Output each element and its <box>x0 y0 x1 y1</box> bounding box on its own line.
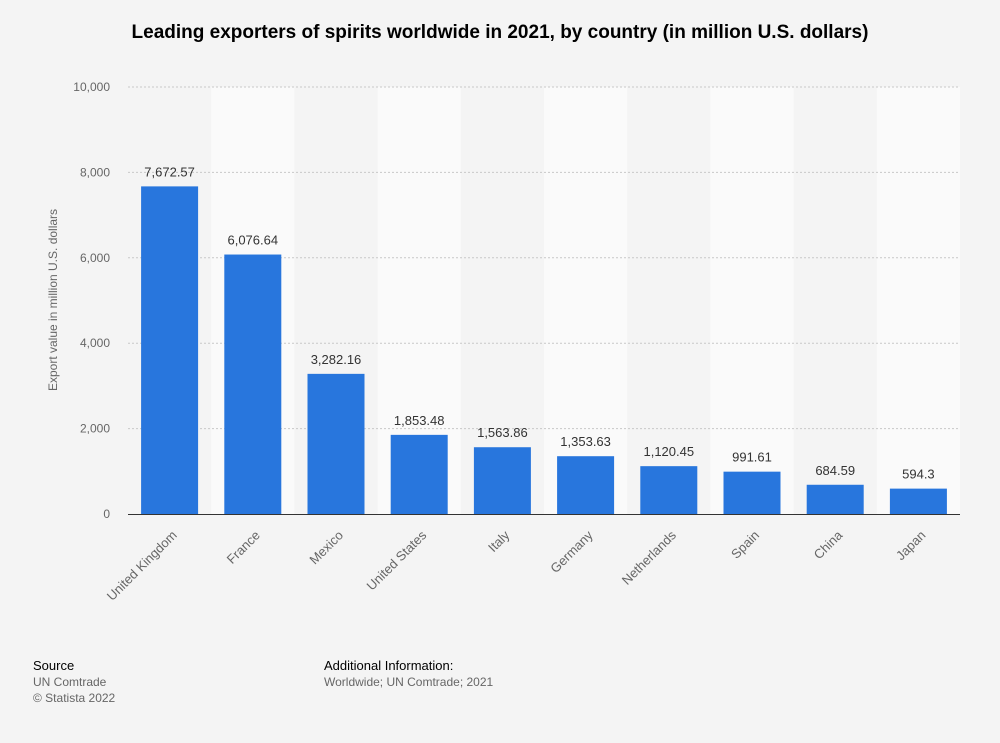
value-label: 684.59 <box>815 463 855 478</box>
copyright-line: © Statista 2022 <box>33 691 116 705</box>
x-tick-label: China <box>811 527 846 562</box>
value-label: 7,672.57 <box>144 164 195 179</box>
x-axis-ticks: United Kingdom France Mexico United States I… <box>104 527 929 604</box>
additional-info-text: Worldwide; UN Comtrade; 2021 <box>324 675 494 689</box>
value-label: 1,563.86 <box>477 425 528 440</box>
value-label: 6,076.64 <box>227 233 278 248</box>
gridlines <box>128 86 960 430</box>
y-tick-label: 2,000 <box>80 422 110 436</box>
x-tick-label: France <box>224 528 263 567</box>
y-tick-label: 0 <box>103 507 110 521</box>
source-heading: Source <box>33 658 75 673</box>
value-label: 3,282.16 <box>311 352 362 367</box>
value-label: 1,353.63 <box>560 434 611 449</box>
category-band <box>876 87 960 514</box>
category-band <box>710 87 794 514</box>
x-tick-label: Germany <box>547 527 596 576</box>
value-label: 1,120.45 <box>643 444 694 459</box>
bar[interactable] <box>390 434 448 514</box>
x-tick-label: United States <box>364 527 430 593</box>
chart-title: Leading exporters of spirits worldwide i… <box>131 22 869 43</box>
y-tick-label: 10,000 <box>73 80 110 94</box>
value-labels: 7,672.57 6,076.64 3,282.16 1,853.48 1,563.86… <box>144 164 934 481</box>
source-block: Source UN Comtrade © Statista 2022 <box>33 658 115 706</box>
bar[interactable] <box>141 186 199 514</box>
y-axis-ticks: 0 2,000 4,000 6,000 8,000 10,000 <box>73 80 110 521</box>
y-tick-label: 6,000 <box>80 251 110 265</box>
y-tick-label: 4,000 <box>80 336 110 350</box>
y-axis-title: Export value in million U.S. dollars <box>46 209 60 391</box>
additional-info-block: Additional Information: Worldwide; UN Co… <box>324 658 493 690</box>
bar[interactable] <box>889 488 947 514</box>
y-tick-label: 8,000 <box>80 165 110 179</box>
x-tick-label: Italy <box>485 527 513 555</box>
bars <box>141 186 947 514</box>
value-label: 1,853.48 <box>394 413 445 428</box>
bar[interactable] <box>307 373 365 514</box>
value-label: 991.61 <box>732 450 772 465</box>
bar[interactable] <box>557 456 615 514</box>
bar[interactable] <box>224 254 282 514</box>
bar[interactable] <box>723 471 781 514</box>
x-tick-label: Spain <box>728 528 762 562</box>
source-line: UN Comtrade <box>33 675 107 689</box>
bar[interactable] <box>640 466 698 514</box>
additional-info-heading: Additional Information: <box>324 658 454 673</box>
x-tick-label: Netherlands <box>619 527 680 588</box>
x-tick-label: United Kingdom <box>104 528 180 604</box>
category-band <box>544 87 628 514</box>
x-tick-label: Mexico <box>306 528 346 568</box>
x-tick-label: Japan <box>893 528 929 564</box>
bar[interactable] <box>473 447 531 514</box>
bar[interactable] <box>806 484 864 514</box>
value-label: 594.3 <box>902 467 935 482</box>
